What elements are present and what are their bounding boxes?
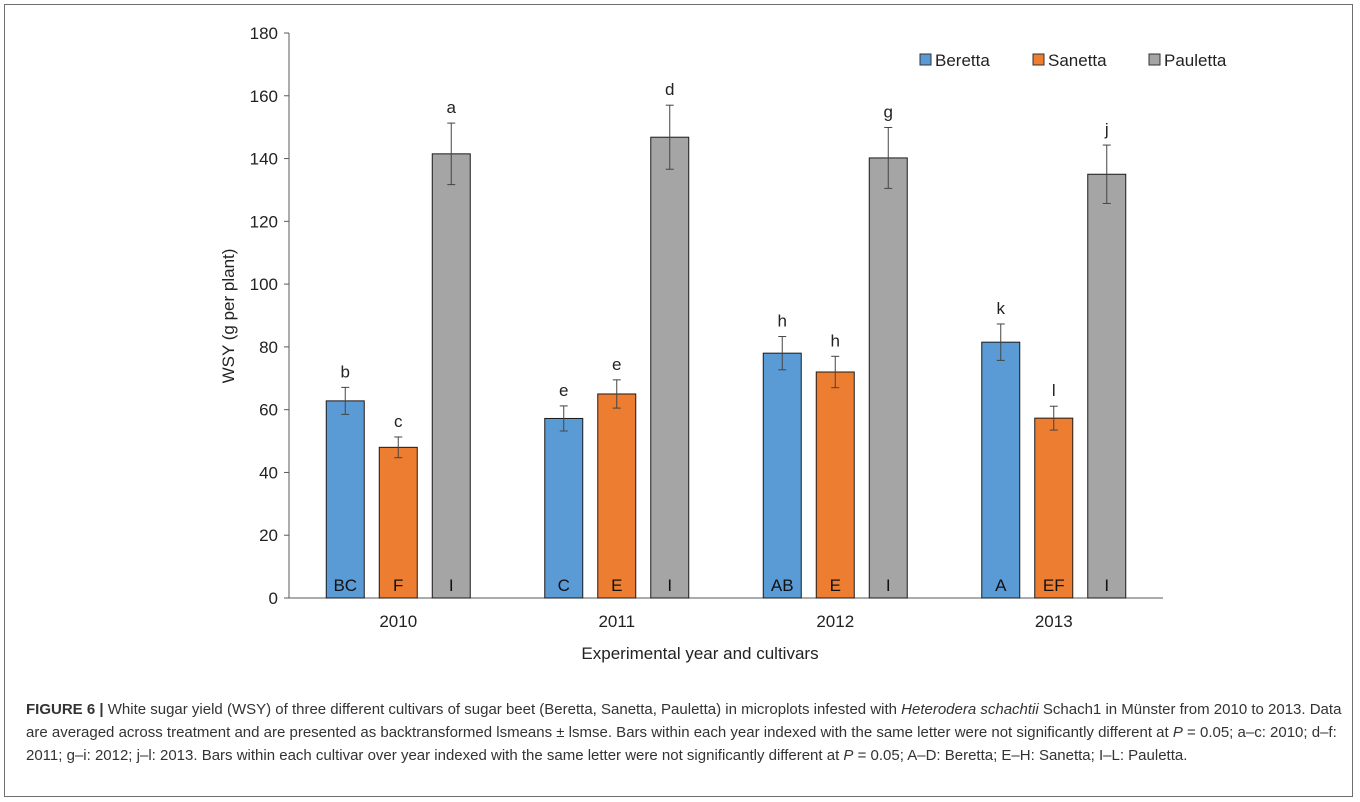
significance-letter-bottom: I [886,576,891,595]
significance-letter-top: e [612,355,621,374]
significance-letter-bottom: I [667,576,672,595]
significance-letter-bottom: F [393,576,403,595]
y-tick-label: 140 [250,150,278,169]
bar-beretta-2013 [981,341,1021,599]
x-tick-label: 2010 [379,612,417,631]
caption-text-4: = 0.05; A–D: Beretta; E–H: Sanetta; I–L:… [853,747,1188,764]
significance-letter-top: b [341,362,350,381]
x-axis-label: Experimental year and cultivars [581,644,818,663]
legend-label-sanetta: Sanetta [1048,51,1107,70]
significance-letter-bottom: AB [771,576,794,595]
x-tick-label: 2013 [1035,612,1073,631]
y-tick-label: 160 [250,87,278,106]
legend-label-pauletta: Pauletta [1164,51,1227,70]
figure-label: FIGURE 6 [26,701,96,718]
x-axis: 2010 2011 2012 2013 [289,597,1163,631]
significance-letter-bottom: A [995,576,1007,595]
caption-text-1: White sugar yield (WSY) of three differe… [103,701,902,718]
significance-letter-bottom: BC [333,576,357,595]
y-tick-label: 40 [259,463,278,482]
bar-sanetta-2013 [1034,417,1074,599]
significance-letter-top: g [884,102,893,121]
x-tick-label: 2011 [598,612,635,631]
bar-beretta-2010 [325,400,365,599]
y-tick-label: 80 [259,338,278,357]
x-tick-label: 2012 [816,612,854,631]
significance-letter-top: d [665,80,674,99]
bar-pauletta-2011 [650,136,690,599]
caption-p-symbol-1: P [1172,724,1183,741]
bar-sanetta-2010 [378,446,418,599]
caption-text-2: Schach1 in Münster from 2010 to 2013. Da… [26,701,1342,741]
y-tick-label: 60 [259,401,278,420]
bar-beretta-2012 [762,352,802,599]
bar-pauletta-2010 [431,153,471,599]
caption-p-symbol-2: P [843,747,854,764]
bar-beretta-2011 [544,417,584,599]
significance-letter-top: j [1104,120,1109,139]
significance-letter-top: h [778,312,787,331]
significance-letter-top: e [559,381,568,400]
significance-letter-top: h [831,331,840,350]
significance-letter-bottom: EF [1043,576,1065,595]
y-axis: 0 20 40 60 80 100 120 140 160 180 [250,24,290,608]
significance-letter-bottom: I [1104,576,1109,595]
legend-label-beretta: Beretta [935,51,990,70]
legend-swatch-beretta [919,53,932,66]
figure-label-separator: | [99,701,104,718]
legend-swatch-sanetta [1032,53,1045,66]
significance-letter-bottom: E [611,576,622,595]
significance-letter-bottom: C [558,576,570,595]
bar-sanetta-2012 [815,371,855,599]
y-tick-label: 0 [269,589,278,608]
significance-letter-top: k [997,299,1006,318]
bar-sanetta-2011 [597,393,637,599]
significance-letter-top: l [1052,381,1056,400]
caption-species: Heterodera schachtii [901,701,1039,718]
significance-letter-top: c [394,412,403,431]
significance-letter-bottom: I [449,576,454,595]
legend: Beretta Sanetta Pauletta [919,51,1227,70]
bar-pauletta-2013 [1087,173,1127,599]
bars: b BC e Ch AB k Ac Fe Eh El EF a Id Ig Ij I [325,80,1127,599]
y-axis-label: WSY (g per plant) [219,249,238,384]
y-tick-label: 20 [259,526,278,545]
figure-caption: FIGURE 6 | White sugar yield (WSY) of th… [26,698,1346,767]
y-tick-label: 120 [250,212,278,231]
legend-swatch-pauletta [1148,53,1161,66]
significance-letter-bottom: E [830,576,841,595]
significance-letter-top: a [447,98,457,117]
bar-pauletta-2012 [868,157,908,599]
y-tick-label: 180 [250,24,278,43]
caption-text-3: = 0.05; a–c: 2010; d–f: 2011; g–i: 2012;… [26,724,1337,764]
y-tick-label: 100 [250,275,278,294]
